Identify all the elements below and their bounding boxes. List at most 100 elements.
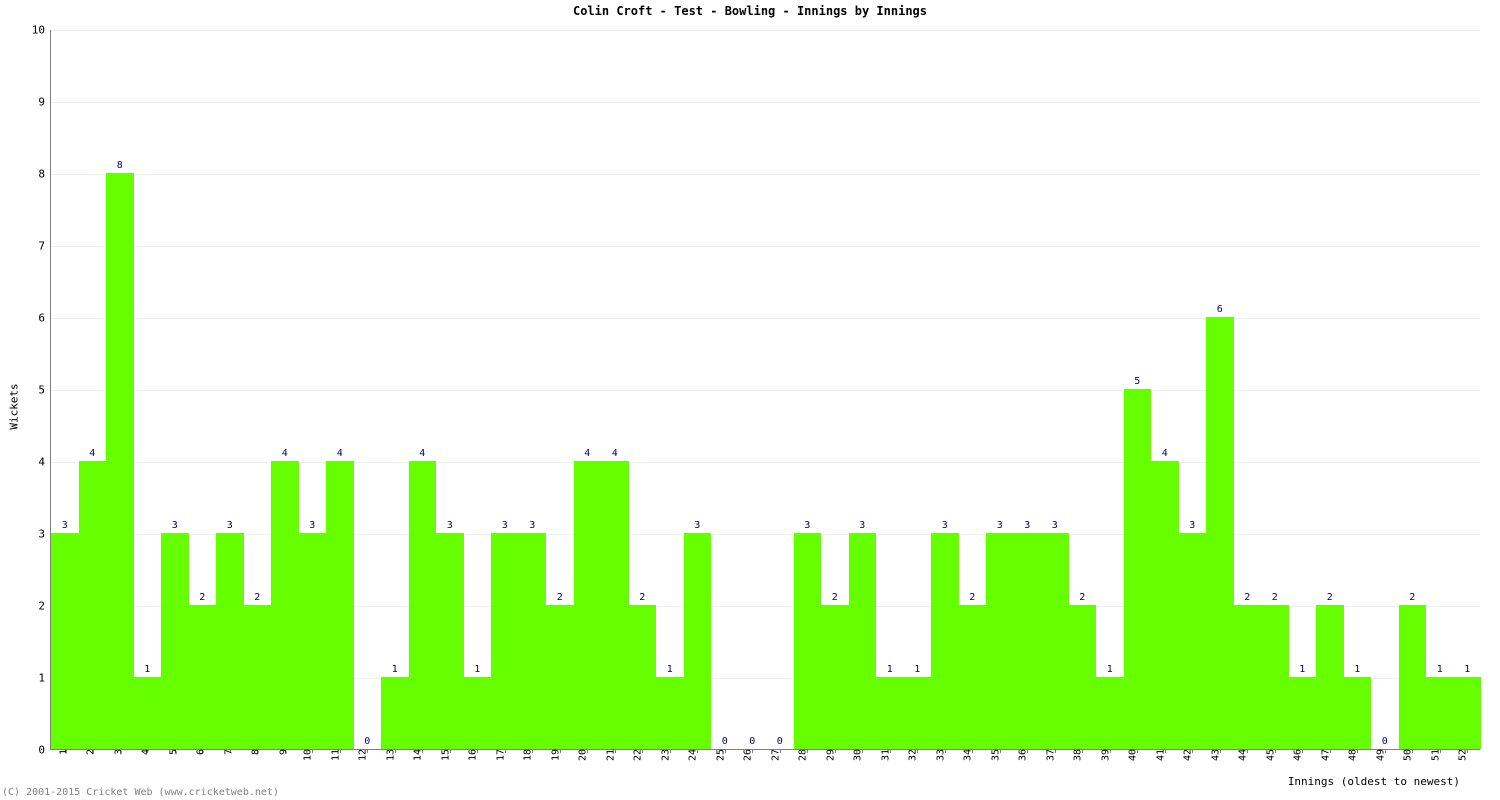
bar: 2 — [1261, 605, 1289, 749]
ytick-label: 3 — [38, 528, 51, 541]
bar: 1 — [656, 677, 684, 749]
bar: 2 — [244, 605, 272, 749]
bar: 3 — [51, 533, 79, 749]
xtick-label: 4 — [137, 749, 152, 755]
bar: 3 — [161, 533, 189, 749]
bar: 3 — [436, 533, 464, 749]
xtick-label: 50 — [1399, 749, 1414, 761]
chart-title: Colin Croft - Test - Bowling - Innings b… — [0, 4, 1500, 18]
bar-value-label: 3 — [804, 520, 810, 533]
xtick-label: 7 — [219, 749, 234, 755]
bar-value-label: 1 — [1299, 664, 1305, 677]
xtick-label: 36 — [1014, 749, 1029, 761]
bar: 1 — [134, 677, 162, 749]
bar: 2 — [821, 605, 849, 749]
bar-value-label: 2 — [639, 592, 645, 605]
xtick-label: 20 — [574, 749, 589, 761]
xtick-label: 24 — [684, 749, 699, 761]
bar-value-label: 3 — [62, 520, 68, 533]
xtick-label: 49 — [1371, 749, 1386, 761]
ytick-label: 7 — [38, 240, 51, 253]
bar-value-label: 4 — [612, 448, 618, 461]
bar-value-label: 2 — [1409, 592, 1415, 605]
y-axis-label: Wickets — [8, 383, 21, 429]
bar: 2 — [189, 605, 217, 749]
xtick-label: 45 — [1261, 749, 1276, 761]
bar: 1 — [1426, 677, 1454, 749]
bar: 2 — [959, 605, 987, 749]
bar-value-label: 1 — [1437, 664, 1443, 677]
bar-value-label: 4 — [1162, 448, 1168, 461]
bar-value-label: 1 — [1354, 664, 1360, 677]
bar-value-label: 1 — [887, 664, 893, 677]
bar-value-label: 4 — [337, 448, 343, 461]
bar-value-label: 2 — [1079, 592, 1085, 605]
xtick-label: 14 — [409, 749, 424, 761]
xtick-label: 21 — [601, 749, 616, 761]
xtick-label: 27 — [766, 749, 781, 761]
bar-value-label: 6 — [1217, 304, 1223, 317]
bar: 8 — [106, 173, 134, 749]
plot-area: 012345678910 348132324340143133244213000… — [50, 30, 1480, 750]
xtick-label: 40 — [1124, 749, 1139, 761]
bar-value-label: 1 — [392, 664, 398, 677]
xtick-label: 8 — [247, 749, 262, 755]
xtick-label: 46 — [1289, 749, 1304, 761]
bar-value-label: 3 — [172, 520, 178, 533]
bar-value-label: 2 — [1244, 592, 1250, 605]
xtick-label: 39 — [1096, 749, 1111, 761]
xtick-label: 29 — [821, 749, 836, 761]
bar: 2 — [1316, 605, 1344, 749]
bar: 3 — [931, 533, 959, 749]
bar-value-label: 2 — [1272, 592, 1278, 605]
xtick-label: 52 — [1454, 749, 1469, 761]
bar-value-label: 2 — [199, 592, 205, 605]
bar: 4 — [79, 461, 107, 749]
xtick-label: 19 — [546, 749, 561, 761]
bar-value-label: 1 — [144, 664, 150, 677]
xtick-label: 23 — [656, 749, 671, 761]
bar-value-label: 3 — [309, 520, 315, 533]
bar-value-label: 3 — [942, 520, 948, 533]
xtick-label: 22 — [629, 749, 644, 761]
bar-value-label: 0 — [1382, 736, 1388, 749]
xtick-label: 37 — [1041, 749, 1056, 761]
bar: 3 — [1179, 533, 1207, 749]
copyright-text: (C) 2001-2015 Cricket Web (www.cricketwe… — [2, 787, 279, 798]
bar: 4 — [1151, 461, 1179, 749]
bar: 4 — [409, 461, 437, 749]
xtick-label: 26 — [739, 749, 754, 761]
bar-value-label: 0 — [749, 736, 755, 749]
xtick-label: 13 — [381, 749, 396, 761]
bar-value-label: 3 — [1189, 520, 1195, 533]
bar: 3 — [1041, 533, 1069, 749]
ytick-label: 8 — [38, 168, 51, 181]
xtick-label: 3 — [109, 749, 124, 755]
xtick-label: 5 — [164, 749, 179, 755]
xtick-label: 28 — [794, 749, 809, 761]
xtick-label: 41 — [1151, 749, 1166, 761]
xtick-label: 43 — [1206, 749, 1221, 761]
xtick-label: 32 — [904, 749, 919, 761]
xtick-label: 15 — [436, 749, 451, 761]
xtick-label: 2 — [82, 749, 97, 755]
bar-value-label: 3 — [447, 520, 453, 533]
xtick-label: 1 — [54, 749, 69, 755]
bar-value-label: 1 — [1464, 664, 1470, 677]
bar-value-label: 8 — [117, 160, 123, 173]
bars-layer: 3481323243401431332442130003231132333215… — [51, 30, 1480, 749]
xtick-label: 12 — [354, 749, 369, 761]
bar: 3 — [849, 533, 877, 749]
bar-value-label: 1 — [914, 664, 920, 677]
bar: 1 — [876, 677, 904, 749]
bar: 2 — [1399, 605, 1427, 749]
bar-value-label: 1 — [1107, 664, 1113, 677]
bar-value-label: 3 — [859, 520, 865, 533]
xtick-label: 25 — [711, 749, 726, 761]
bar-value-label: 2 — [254, 592, 260, 605]
ytick-label: 2 — [38, 600, 51, 613]
bar-value-label: 3 — [694, 520, 700, 533]
bar-value-label: 5 — [1134, 376, 1140, 389]
bar: 5 — [1124, 389, 1152, 749]
xtick-label: 11 — [326, 749, 341, 761]
